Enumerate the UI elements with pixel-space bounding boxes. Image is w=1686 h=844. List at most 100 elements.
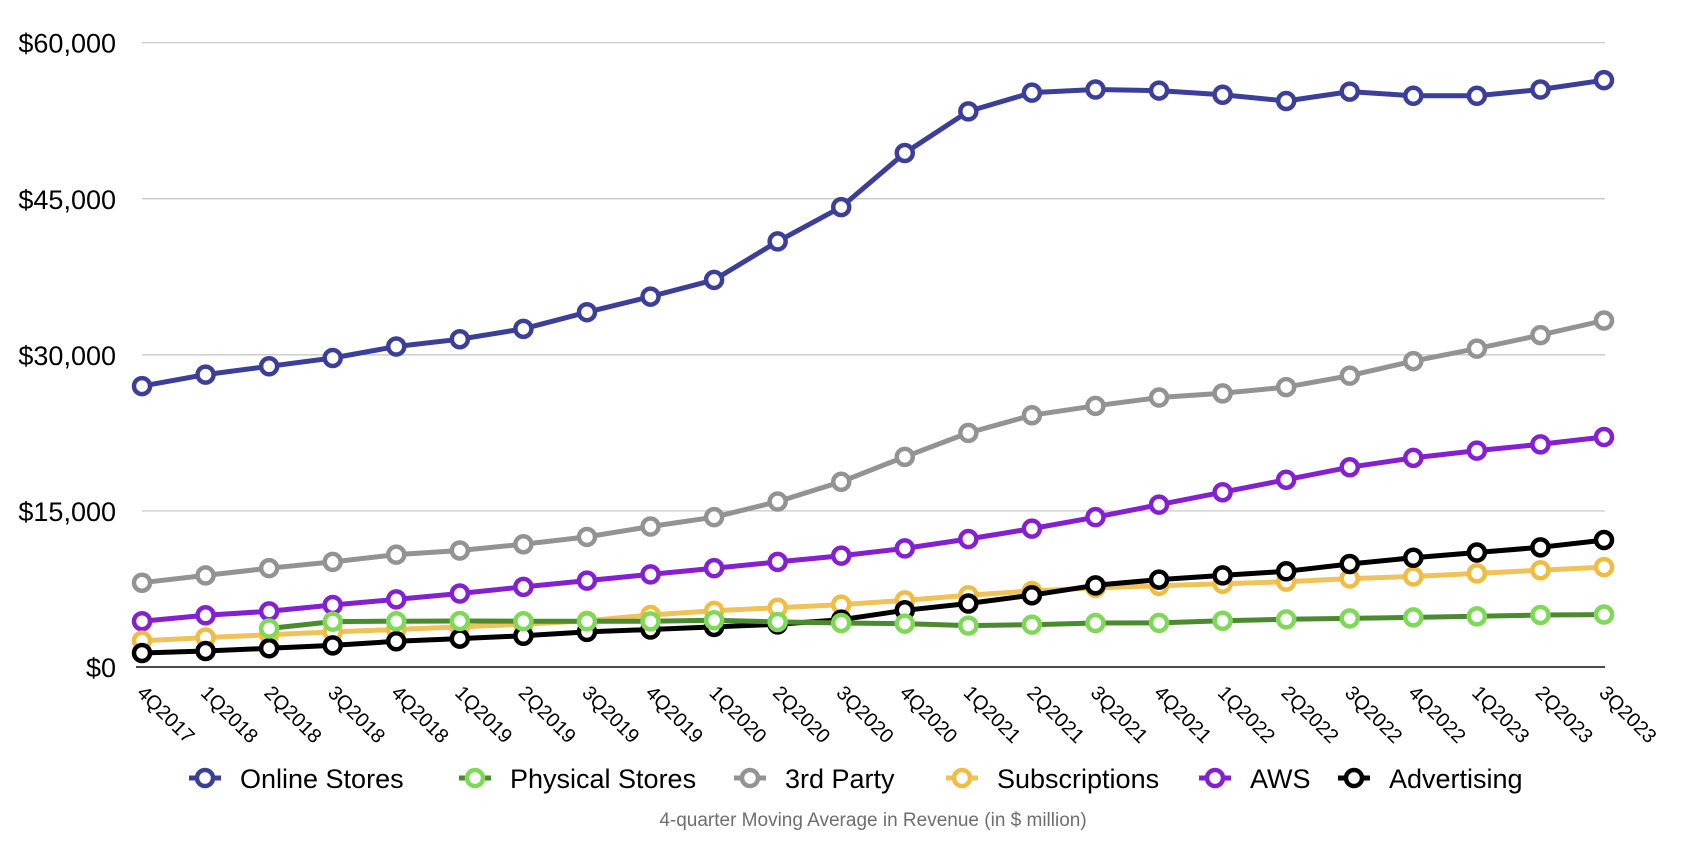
- data-point: [131, 610, 153, 632]
- data-point: [703, 610, 725, 631]
- data-point: [1148, 612, 1170, 634]
- data-point: [322, 635, 343, 656]
- data-point: [1466, 606, 1488, 627]
- data-point: [1212, 84, 1233, 105]
- data-point: [322, 551, 343, 573]
- series-aws: [131, 426, 1615, 632]
- data-point: [386, 336, 407, 357]
- x-tick-label: 1Q2022: [1213, 682, 1279, 748]
- data-point: [1021, 404, 1043, 426]
- data-point: [513, 576, 534, 598]
- data-point: [1085, 506, 1106, 528]
- data-point: [1403, 566, 1424, 587]
- data-point: [1403, 607, 1424, 628]
- x-tick-label: 3Q2022: [1340, 682, 1406, 748]
- data-point: [131, 572, 153, 593]
- legend: Online Stores Physical Stores 3rd Party Sub…: [189, 764, 1523, 794]
- data-point: [1085, 612, 1106, 634]
- data-point: [258, 618, 280, 639]
- data-point: [195, 364, 216, 385]
- y-tick-label: $45,000: [18, 185, 116, 215]
- data-point: [1148, 494, 1170, 515]
- x-tick-label: 3Q2021: [1086, 682, 1152, 748]
- data-point: [1530, 434, 1551, 455]
- data-point: [1021, 614, 1043, 635]
- data-point: [1339, 608, 1360, 629]
- legend-item: Physical Stores: [459, 764, 696, 794]
- series-line: [139, 318, 1607, 586]
- data-point: [1085, 79, 1106, 100]
- data-point: [703, 557, 725, 579]
- legend-label: Online Stores: [240, 764, 404, 794]
- x-tick-label: 3Q2020: [832, 682, 898, 748]
- data-point: [1339, 553, 1360, 575]
- data-point: [1530, 324, 1551, 346]
- legend-marker-icon: [1343, 767, 1365, 789]
- y-axis-ticks: $0 $15,000 $30,000 $45,000 $60,000: [18, 29, 116, 683]
- x-tick-label: 3Q2019: [577, 682, 643, 748]
- data-point: [258, 557, 280, 579]
- data-point: [1593, 426, 1615, 448]
- data-point: [449, 540, 471, 561]
- data-point: [1339, 365, 1360, 386]
- data-point: [258, 601, 280, 622]
- data-point: [1466, 338, 1488, 359]
- data-point: [1275, 609, 1297, 630]
- data-point: [1466, 440, 1488, 461]
- data-point: [1403, 85, 1424, 107]
- data-point: [131, 375, 153, 397]
- data-point: [1275, 90, 1297, 112]
- data-point: [1593, 529, 1615, 551]
- y-tick-label: $0: [86, 653, 116, 683]
- data-point: [640, 516, 661, 537]
- legend-item: Online Stores: [189, 764, 404, 794]
- data-point: [449, 628, 471, 649]
- data-point: [386, 610, 407, 632]
- x-tick-label: 4Q2021: [1150, 682, 1216, 748]
- y-tick-label: $15,000: [18, 497, 116, 527]
- data-point: [1466, 542, 1488, 563]
- series-group: [131, 69, 1615, 664]
- data-point: [1593, 556, 1615, 578]
- data-point: [1339, 456, 1360, 478]
- x-tick-label: 3Q2018: [323, 682, 389, 748]
- legend-marker-icon: [739, 767, 761, 789]
- x-tick-label: 3Q2023: [1594, 682, 1660, 748]
- x-tick-label: 4Q2020: [895, 682, 961, 748]
- data-point: [894, 538, 916, 559]
- legend-item: AWS: [1199, 764, 1311, 794]
- data-point: [958, 101, 979, 122]
- legend-item: Subscriptions: [946, 764, 1159, 794]
- series-line: [139, 77, 1607, 389]
- data-point: [767, 611, 788, 633]
- data-point: [640, 564, 661, 585]
- data-point: [894, 613, 916, 634]
- data-point: [958, 528, 979, 550]
- x-tick-label: 1Q2019: [450, 682, 516, 748]
- x-tick-label: 2Q2022: [1277, 682, 1343, 748]
- legend-marker-icon: [464, 767, 486, 789]
- x-tick-label: 1Q2023: [1467, 682, 1533, 748]
- data-point: [767, 551, 788, 573]
- data-point: [1593, 310, 1615, 331]
- y-tick-label: $30,000: [18, 341, 116, 371]
- data-point: [958, 422, 979, 444]
- data-point: [1148, 387, 1170, 408]
- x-tick-label: 4Q2018: [387, 682, 453, 748]
- data-point: [767, 231, 788, 252]
- data-point: [894, 446, 916, 468]
- data-point: [958, 615, 979, 636]
- series-line: [139, 537, 1607, 656]
- data-point: [322, 347, 343, 369]
- data-point: [958, 593, 979, 614]
- x-tick-label: 2Q2021: [1022, 682, 1088, 748]
- data-point: [830, 545, 852, 566]
- data-point: [258, 638, 280, 659]
- data-point: [513, 318, 534, 340]
- data-point: [1530, 559, 1551, 581]
- data-point: [513, 610, 534, 632]
- series-3rd-party: [131, 310, 1615, 593]
- data-point: [1466, 85, 1488, 107]
- data-point: [830, 471, 852, 493]
